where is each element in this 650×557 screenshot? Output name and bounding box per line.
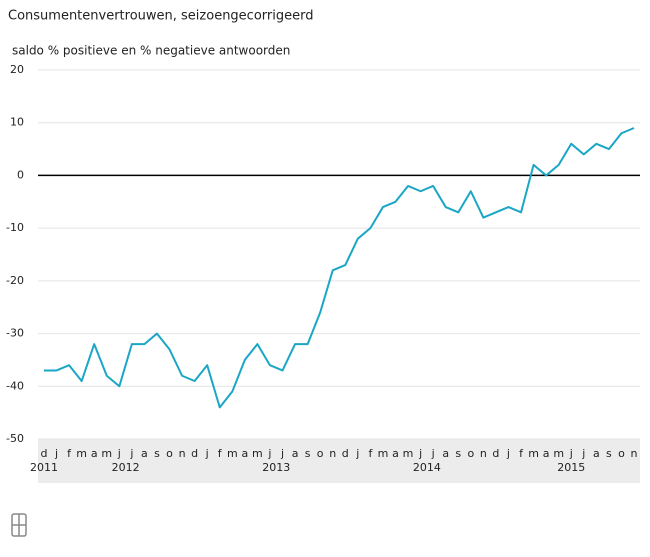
x-tick-label: a [442,447,449,460]
x-tick-label: s [455,447,461,460]
x-tick-label: a [543,447,550,460]
chart-subtitle: saldo % positieve en % negatieve antwoor… [12,44,290,58]
x-tick-label: j [506,447,510,460]
x-tick-label: a [392,447,399,460]
year-label: 2014 [413,461,441,474]
x-tick-label: a [292,447,299,460]
x-tick-label: m [378,447,389,460]
x-tick-label: m [252,447,263,460]
x-tick-label: j [418,447,422,460]
x-tick-label: d [191,447,198,460]
x-tick-label: n [179,447,186,460]
x-tick-label: o [467,447,474,460]
x-tick-label: s [154,447,160,460]
x-tick-label: a [593,447,600,460]
x-tick-label: a [241,447,248,460]
y-tick-label: 10 [10,116,24,129]
x-tick-label: d [342,447,349,460]
x-tick-label: s [606,447,612,460]
x-tick-label: n [329,447,336,460]
x-tick-label: d [492,447,499,460]
x-tick-label: f [218,447,223,460]
y-tick-label: -40 [6,379,24,392]
x-tick-label: s [305,447,311,460]
logo [11,513,27,537]
x-tick-label: j [205,447,209,460]
x-tick-label: j [117,447,121,460]
y-tick-label: -30 [6,327,24,340]
y-tick-label: -10 [6,221,24,234]
x-tick-label: j [54,447,58,460]
x-tick-label: j [431,447,435,460]
y-tick-label: -20 [6,274,24,287]
x-tick-label: n [631,447,638,460]
x-tick-label: a [91,447,98,460]
x-tick-label: m [553,447,564,460]
year-label: 2011 [30,461,58,474]
x-tick-label: j [355,447,359,460]
chart-title: Consumentenvertrouwen, seizoengecorrigee… [8,9,313,24]
x-tick-label: o [166,447,173,460]
x-tick-label: j [129,447,133,460]
x-tick-label: m [528,447,539,460]
y-tick-label: 0 [17,168,24,181]
y-tick-label: 20 [10,63,24,76]
line [44,127,635,409]
x-tick-label: j [581,447,585,460]
y-tick-label: -50 [6,432,24,445]
x-tick-label: m [101,447,112,460]
year-label: 2013 [262,461,290,474]
x-tick-label: j [280,447,284,460]
x-tick-label: d [41,447,48,460]
year-label: 2015 [557,461,585,474]
x-tick-label: a [141,447,148,460]
x-tick-label: m [76,447,87,460]
x-axis-band [38,439,640,483]
x-tick-label: j [569,447,573,460]
x-tick-label: o [317,447,324,460]
x-tick-label: f [368,447,373,460]
x-tick-label: f [67,447,72,460]
x-tick-label: j [267,447,271,460]
x-tick-label: o [618,447,625,460]
x-tick-label: n [480,447,487,460]
x-tick-label: m [227,447,238,460]
x-tick-label: f [519,447,524,460]
year-label: 2012 [112,461,140,474]
x-tick-label: m [403,447,414,460]
